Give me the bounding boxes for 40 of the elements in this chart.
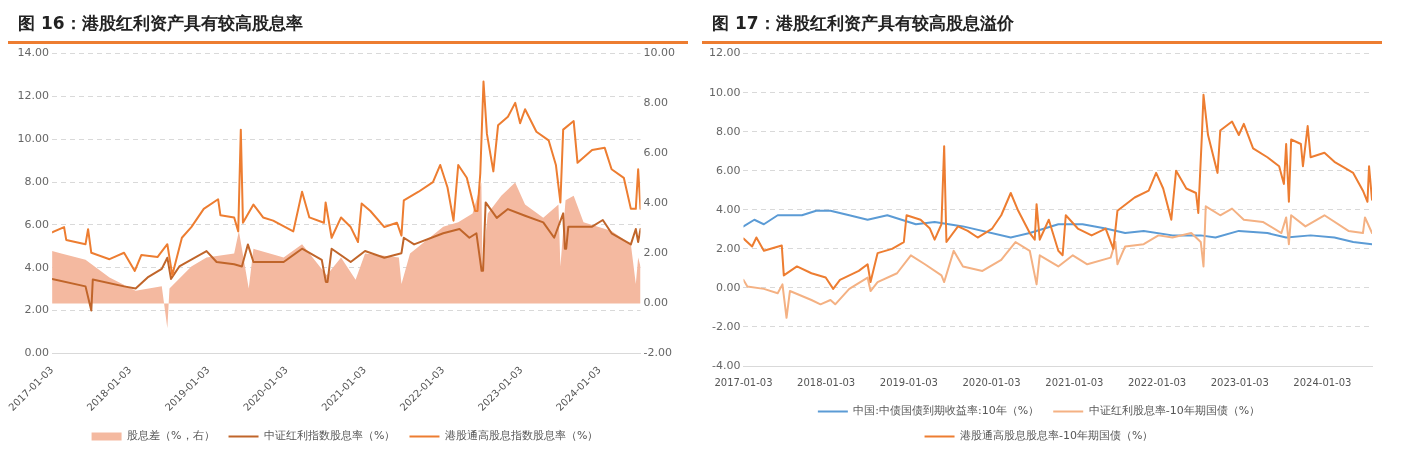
y-tick-label: -4.00 bbox=[712, 358, 741, 372]
legend-label: 港股通高股息股息率-10年期国债（%） bbox=[960, 429, 1154, 443]
y-tick-label: 2.00 bbox=[715, 241, 741, 255]
y-tick-label: 12.00 bbox=[708, 46, 741, 60]
y-tick-label: 2.00 bbox=[24, 303, 50, 317]
y-tick-label: 10.00 bbox=[17, 132, 50, 146]
y-tick-label: 4.00 bbox=[24, 260, 50, 274]
legend-label: 股息差（%，右） bbox=[127, 429, 215, 443]
y2-tick-label: -2.00 bbox=[643, 346, 672, 360]
x-tick-label: 2022-01-03 bbox=[1128, 376, 1187, 388]
x-tick-label: 2024-01-03 bbox=[1293, 376, 1352, 388]
y-tick-label: 8.00 bbox=[24, 174, 50, 188]
legend-label: 中证红利指数股息率（%） bbox=[264, 429, 396, 443]
y-tick-label: 12.00 bbox=[17, 89, 50, 103]
x-tick-label: 2018-01-03 bbox=[797, 376, 856, 388]
y2-tick-label: 2.00 bbox=[643, 246, 669, 260]
y-tick-label: 6.00 bbox=[715, 163, 741, 177]
x-tick-label: 2021-01-03 bbox=[1045, 376, 1104, 388]
legend-label: 中国:中债国债到期收益率:10年（%） bbox=[853, 404, 1040, 418]
chart-title: 图 17：港股红利资产具有较高股息溢价 bbox=[702, 8, 1382, 44]
x-tick-label: 2023-01-03 bbox=[1210, 376, 1269, 388]
y-tick-label: 0.00 bbox=[715, 280, 741, 294]
y2-tick-label: 10.00 bbox=[643, 46, 676, 60]
y-tick-label: -2.00 bbox=[712, 319, 741, 333]
legend-label: 中证红利股息率-10年期国债（%） bbox=[1088, 404, 1261, 418]
y-tick-label: 14.00 bbox=[17, 46, 50, 60]
y2-tick-label: 8.00 bbox=[643, 96, 669, 110]
chart-title: 图 16：港股红利资产具有较高股息率 bbox=[8, 8, 688, 44]
x-tick-label: 2020-01-03 bbox=[962, 376, 1021, 388]
y-tick-label: 6.00 bbox=[24, 217, 50, 231]
y-tick-label: 10.00 bbox=[708, 85, 741, 99]
y-tick-label: 0.00 bbox=[24, 346, 50, 360]
y2-tick-label: 4.00 bbox=[643, 196, 669, 210]
y-tick-label: 8.00 bbox=[715, 124, 741, 138]
x-tick-label: 2019-01-03 bbox=[879, 376, 938, 388]
y2-tick-label: 0.00 bbox=[643, 296, 669, 310]
y2-tick-label: 6.00 bbox=[643, 146, 669, 160]
legend-label: 港股通高股息指数股息率（%） bbox=[444, 429, 599, 443]
x-tick-label: 2017-01-03 bbox=[714, 376, 773, 388]
y-tick-label: 4.00 bbox=[715, 202, 741, 216]
